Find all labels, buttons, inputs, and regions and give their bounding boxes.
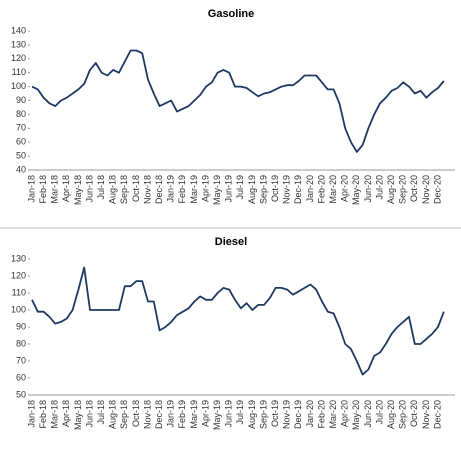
x-tick-label: Dec-20 [432,400,442,429]
y-tick-label: 70 [16,355,26,365]
x-tick-label: Nov-19 [282,175,292,204]
x-tick-label: Jun-20 [363,400,373,428]
x-tick-label: Mar-20 [328,175,338,204]
y-tick-label: 110 [12,67,26,77]
x-tick-label: May-19 [212,175,222,205]
x-tick-label: Jun-18 [84,175,94,203]
x-tick-label: Oct-20 [409,400,419,427]
x-tick-label: Jan-19 [166,400,176,428]
x-tick-label: Aug-19 [247,175,257,204]
x-tick-label: Nov-20 [421,400,431,429]
y-tick-label: 100 [11,304,26,314]
x-tick-label: Sep-18 [119,400,129,429]
x-tick-label: Dec-19 [293,175,303,204]
x-tick-label: Oct-18 [131,175,141,202]
x-tick-label: Oct-20 [409,175,419,202]
x-tick-label: Nov-20 [421,175,431,204]
x-tick-label: Sep-20 [398,400,408,429]
x-tick-label: Mar-18 [50,400,60,429]
x-tick-label: Sep-20 [398,175,408,204]
x-tick-label: Mar-18 [50,175,60,204]
y-tick-label: 50 [16,150,26,160]
x-tick-label: Jan-20 [305,175,315,203]
x-tick-label: Apr-19 [200,175,210,202]
x-tick-label: Aug-19 [247,400,257,429]
x-tick-label: Jul-20 [374,400,384,425]
x-tick-label: Feb-19 [177,175,187,204]
y-tick-label: 50 [16,389,26,399]
x-tick-label: Jul-18 [96,175,106,200]
y-tick-label: 100 [11,81,26,91]
x-tick-label: Jul-18 [96,400,106,425]
x-tick-label: May-20 [351,175,361,205]
x-tick-label: Dec-20 [432,175,442,204]
y-tick-label: 70 [16,123,26,133]
x-tick-label: Apr-19 [200,400,210,427]
x-tick-label: Jan-18 [26,400,36,428]
x-tick-label: Jan-19 [166,175,176,203]
x-tick-label: May-18 [73,175,83,205]
x-tick-label: Jul-19 [235,175,245,200]
x-tick-label: Aug-20 [386,175,396,204]
x-tick-label: Aug-18 [108,400,118,429]
x-tick-label: Mar-19 [189,175,199,204]
x-tick-label: Feb-18 [38,175,48,204]
x-tick-label: Aug-18 [108,175,118,204]
y-tick-label: 80 [16,109,26,119]
chart-title: Gasoline [208,8,254,20]
x-tick-label: Apr-20 [340,400,350,427]
y-tick-label: 120 [11,53,26,63]
x-tick-label: Feb-18 [38,400,48,429]
x-tick-label: Jun-20 [363,175,373,203]
x-tick-label: Apr-18 [61,400,71,427]
x-tick-label: Sep-19 [258,400,268,429]
x-tick-label: Mar-20 [328,400,338,429]
x-tick-label: Feb-20 [316,400,326,429]
data-line [31,266,445,376]
y-tick-label: 130 [11,39,26,49]
x-tick-label: Oct-19 [270,400,280,427]
x-tick-label: Apr-20 [340,175,350,202]
y-tick-label: 110 [12,287,26,297]
y-tick-label: 140 [11,25,26,35]
x-tick-label: Dec-19 [293,400,303,429]
y-tick-label: 60 [16,372,26,382]
x-tick-label: Nov-18 [142,175,152,204]
y-tick-label: 40 [16,164,26,174]
y-tick-label: 90 [16,321,26,331]
y-tick-label: 120 [11,270,26,280]
x-tick-label: Nov-19 [282,400,292,429]
x-tick-label: Sep-18 [119,175,129,204]
x-tick-label: Nov-18 [142,400,152,429]
data-line [31,49,445,153]
x-tick-label: Feb-19 [177,400,187,429]
x-tick-label: Oct-19 [270,175,280,202]
x-tick-label: Jul-20 [374,175,384,200]
x-tick-label: May-18 [73,400,83,430]
x-tick-label: Jul-19 [235,400,245,425]
x-tick-label: Aug-20 [386,400,396,429]
x-tick-label: Jun-19 [224,400,234,428]
x-tick-label: Jun-19 [224,175,234,203]
y-tick-label: 90 [16,95,26,105]
x-tick-label: Dec-18 [154,175,164,204]
x-tick-label: Jan-18 [26,175,36,203]
x-tick-label: Apr-18 [61,175,71,202]
y-tick-label: 60 [16,137,26,147]
y-tick-label: 80 [16,338,26,348]
chart-title: Diesel [215,236,247,248]
x-tick-label: May-20 [351,400,361,430]
x-tick-label: Jan-20 [305,400,315,428]
x-tick-label: Oct-18 [131,400,141,427]
x-tick-label: Feb-20 [316,175,326,204]
y-tick-label: 130 [11,253,26,263]
x-tick-label: Mar-19 [189,400,199,429]
x-tick-label: Sep-19 [258,175,268,204]
x-tick-label: Dec-18 [154,400,164,429]
x-tick-label: Jun-18 [84,400,94,428]
x-tick-label: May-19 [212,400,222,430]
